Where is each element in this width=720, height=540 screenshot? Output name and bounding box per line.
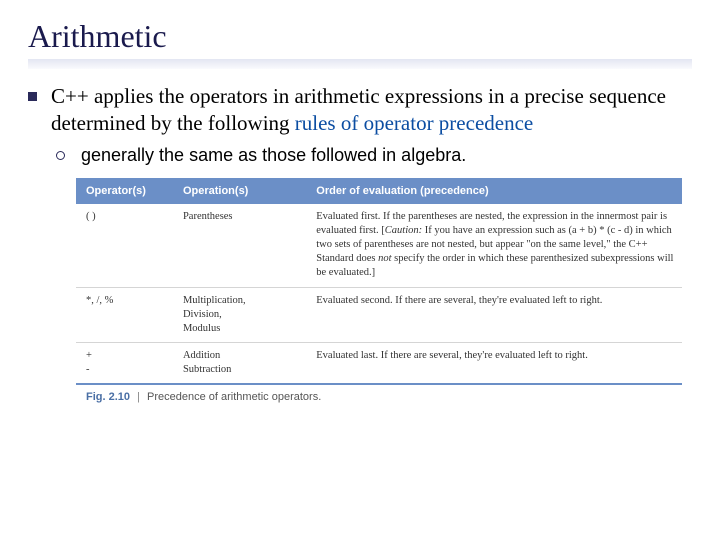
cell-op: ( ) [76, 204, 173, 287]
cell-name: Multiplication, Division, Modulus [173, 287, 306, 343]
figure-sep: | [137, 391, 140, 403]
cell-name: Parentheses [173, 204, 306, 287]
table-row: ( ) Parentheses Evaluated first. If the … [76, 204, 682, 287]
figure-caption: Fig. 2.10 | Precedence of arithmetic ope… [76, 391, 682, 403]
main-bullet-row: C++ applies the operators in arithmetic … [28, 83, 692, 137]
cell-desc: Evaluated second. If there are several, … [306, 287, 682, 343]
precedence-table-wrap: Operator(s) Operation(s) Order of evalua… [76, 178, 682, 404]
table-header-row: Operator(s) Operation(s) Order of evalua… [76, 178, 682, 204]
slide-content: Arithmetic C++ applies the operators in … [0, 0, 720, 423]
circle-bullet-icon [56, 151, 65, 160]
cell-op: *, /, % [76, 287, 173, 343]
table-row: *, /, % Multiplication, Division, Modulu… [76, 287, 682, 343]
main-bullet-text: C++ applies the operators in arithmetic … [51, 83, 692, 137]
col-header-operations: Operation(s) [173, 178, 306, 204]
slide-title: Arithmetic [28, 18, 692, 55]
title-underline [28, 59, 692, 69]
table-row: + - Addition Subtraction Evaluated last.… [76, 343, 682, 385]
cell-name: Addition Subtraction [173, 343, 306, 385]
cell-op: + - [76, 343, 173, 385]
sub-bullet-row: generally the same as those followed in … [56, 145, 692, 166]
sub-bullet-text: generally the same as those followed in … [81, 145, 466, 166]
figure-label: Fig. 2.10 [86, 391, 130, 403]
cell-desc: Evaluated last. If there are several, th… [306, 343, 682, 385]
desc-caution: Caution: [385, 225, 422, 236]
col-header-order: Order of evaluation (precedence) [306, 178, 682, 204]
figure-text: Precedence of arithmetic operators. [147, 391, 321, 403]
desc-not: not [378, 253, 391, 264]
cell-desc: Evaluated first. If the parentheses are … [306, 204, 682, 287]
precedence-table: Operator(s) Operation(s) Order of evalua… [76, 178, 682, 386]
square-bullet-icon [28, 92, 37, 101]
col-header-operators: Operator(s) [76, 178, 173, 204]
main-text-highlight: rules of operator precedence [295, 111, 533, 135]
